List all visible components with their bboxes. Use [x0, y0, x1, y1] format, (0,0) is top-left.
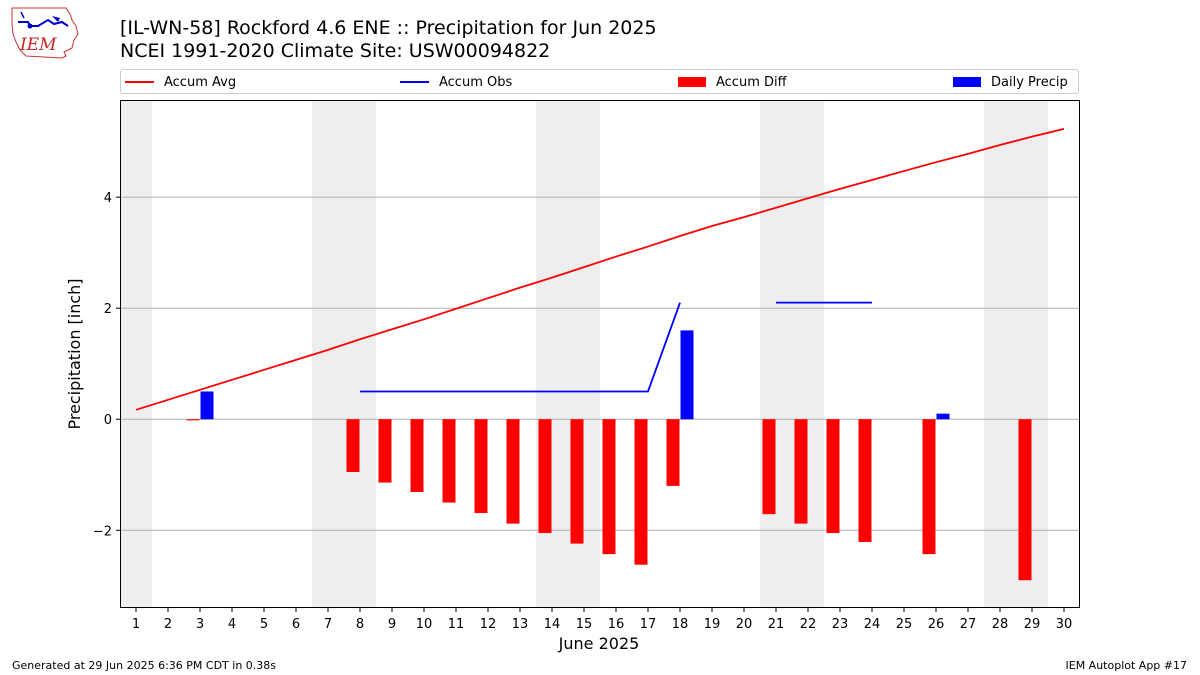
weekend-shade — [984, 100, 1048, 608]
accum-diff-bar-29 — [1018, 419, 1032, 581]
x-tick-label: 17 — [640, 617, 657, 632]
chart-title: [IL-WN-58] Rockford 4.6 ENE :: Precipita… — [120, 17, 657, 39]
accum-diff-bar-12 — [474, 419, 488, 514]
series-lines — [135, 127, 1065, 411]
x-tick-label: 16 — [608, 617, 625, 632]
legend-label: Accum Obs — [439, 74, 513, 90]
accum-diff-bar-17 — [634, 419, 648, 565]
accum-obs-line-0 — [360, 302, 681, 393]
x-tick-label: 14 — [544, 617, 561, 632]
accum-diff-bar-14 — [538, 419, 552, 534]
accum-diff-bar-22 — [794, 419, 808, 524]
accum-avg-line-0 — [135, 127, 1065, 411]
accum-diff-bar-10 — [410, 419, 424, 492]
accum-diff-bar-24 — [858, 419, 872, 542]
x-tick-label: 20 — [736, 617, 753, 632]
y-tick-label: −2 — [93, 524, 112, 539]
legend-swatch-accum-avg — [125, 81, 154, 83]
legend-item-accum-diff: Accum Diff — [678, 73, 787, 91]
accum-diff-bar-9 — [378, 419, 392, 483]
y-axis-label: Precipitation [inch] — [65, 278, 84, 429]
y-tick-label: 2 — [104, 302, 112, 317]
x-tick-label: 27 — [960, 617, 977, 632]
daily-precip-bar-3 — [200, 391, 214, 420]
weekend-shade — [760, 100, 824, 608]
daily-precip-bar-26 — [936, 413, 950, 420]
accum-diff-bar-16 — [602, 419, 616, 555]
x-axis-ticks: 1 2 3 4 5 6 7 8 9 10 11 12 13 14 15 16 17 18 19 20 21 22 23 24 2… — [132, 608, 1072, 632]
legend-label: Accum Avg — [164, 74, 237, 90]
accum-diff-bar-15 — [570, 419, 584, 544]
x-tick-label: 7 — [324, 617, 332, 632]
y-tick-label: 0 — [104, 413, 112, 428]
legend-swatch-accum-diff — [678, 77, 706, 87]
x-axis-label: June 2025 — [558, 634, 640, 653]
y-tick-label: 4 — [104, 191, 112, 206]
accum-diff-bar-18 — [666, 419, 680, 486]
legend-item-accum-obs: Accum Obs — [400, 73, 512, 91]
accum-diff-bar-11 — [442, 419, 456, 503]
legend-item-accum-avg: Accum Avg — [125, 73, 236, 91]
accum-diff-bar-23 — [826, 419, 840, 534]
accum-diff-bar-26 — [922, 419, 936, 555]
weekend-shade — [120, 100, 152, 608]
x-tick-label: 6 — [292, 617, 300, 632]
x-tick-label: 19 — [704, 617, 721, 632]
x-tick-label: 11 — [448, 617, 465, 632]
x-tick-label: 10 — [416, 617, 433, 632]
legend-swatch-daily-precip — [953, 77, 981, 87]
x-tick-label: 5 — [260, 617, 268, 632]
x-tick-label: 3 — [196, 617, 204, 632]
x-tick-label: 22 — [800, 617, 817, 632]
x-tick-label: 30 — [1056, 617, 1073, 632]
weekend-shade — [312, 100, 376, 608]
legend-item-daily-precip: Daily Precip — [953, 73, 1068, 91]
plot-frame — [120, 100, 1080, 608]
x-tick-label: 18 — [672, 617, 689, 632]
x-tick-label: 23 — [832, 617, 849, 632]
x-tick-label: 2 — [164, 617, 172, 632]
x-tick-label: 12 — [480, 617, 497, 632]
x-tick-label: 1 — [132, 617, 140, 632]
x-tick-label: 9 — [388, 617, 396, 632]
daily-precip-bar-18 — [680, 330, 694, 420]
gridlines — [120, 196, 1080, 531]
x-tick-label: 28 — [992, 617, 1009, 632]
x-tick-label: 15 — [576, 617, 593, 632]
chart-legend: Accum Avg Accum Obs Accum Diff Daily Pre… — [120, 69, 1079, 94]
legend-swatch-accum-obs — [400, 81, 429, 83]
x-tick-label: 25 — [896, 617, 913, 632]
accum-diff-bar-21 — [762, 419, 776, 515]
x-tick-label: 8 — [356, 617, 364, 632]
logo-text: IEM — [19, 35, 57, 55]
iem-logo: IEM — [11, 7, 79, 59]
legend-label: Accum Diff — [716, 74, 787, 90]
weekend-shading — [120, 100, 1048, 608]
accum-diff-bar-3 — [186, 419, 200, 421]
x-tick-label: 13 — [512, 617, 529, 632]
y-axis-ticks: −2 0 2 4 — [93, 191, 120, 539]
accum-diff-bar-8 — [346, 419, 360, 472]
x-tick-label: 29 — [1024, 617, 1041, 632]
legend-label: Daily Precip — [991, 74, 1068, 90]
bars — [186, 330, 1032, 581]
x-tick-label: 4 — [228, 617, 236, 632]
x-tick-label: 24 — [864, 617, 881, 632]
x-tick-label: 21 — [768, 617, 785, 632]
footer-generated: Generated at 29 Jun 2025 6:36 PM CDT in … — [12, 659, 277, 672]
x-tick-label: 26 — [928, 617, 945, 632]
chart-subtitle: NCEI 1991-2020 Climate Site: USW00094822 — [120, 40, 551, 62]
footer-app: IEM Autoplot App #17 — [1065, 659, 1188, 672]
accum-diff-bar-13 — [506, 419, 520, 524]
